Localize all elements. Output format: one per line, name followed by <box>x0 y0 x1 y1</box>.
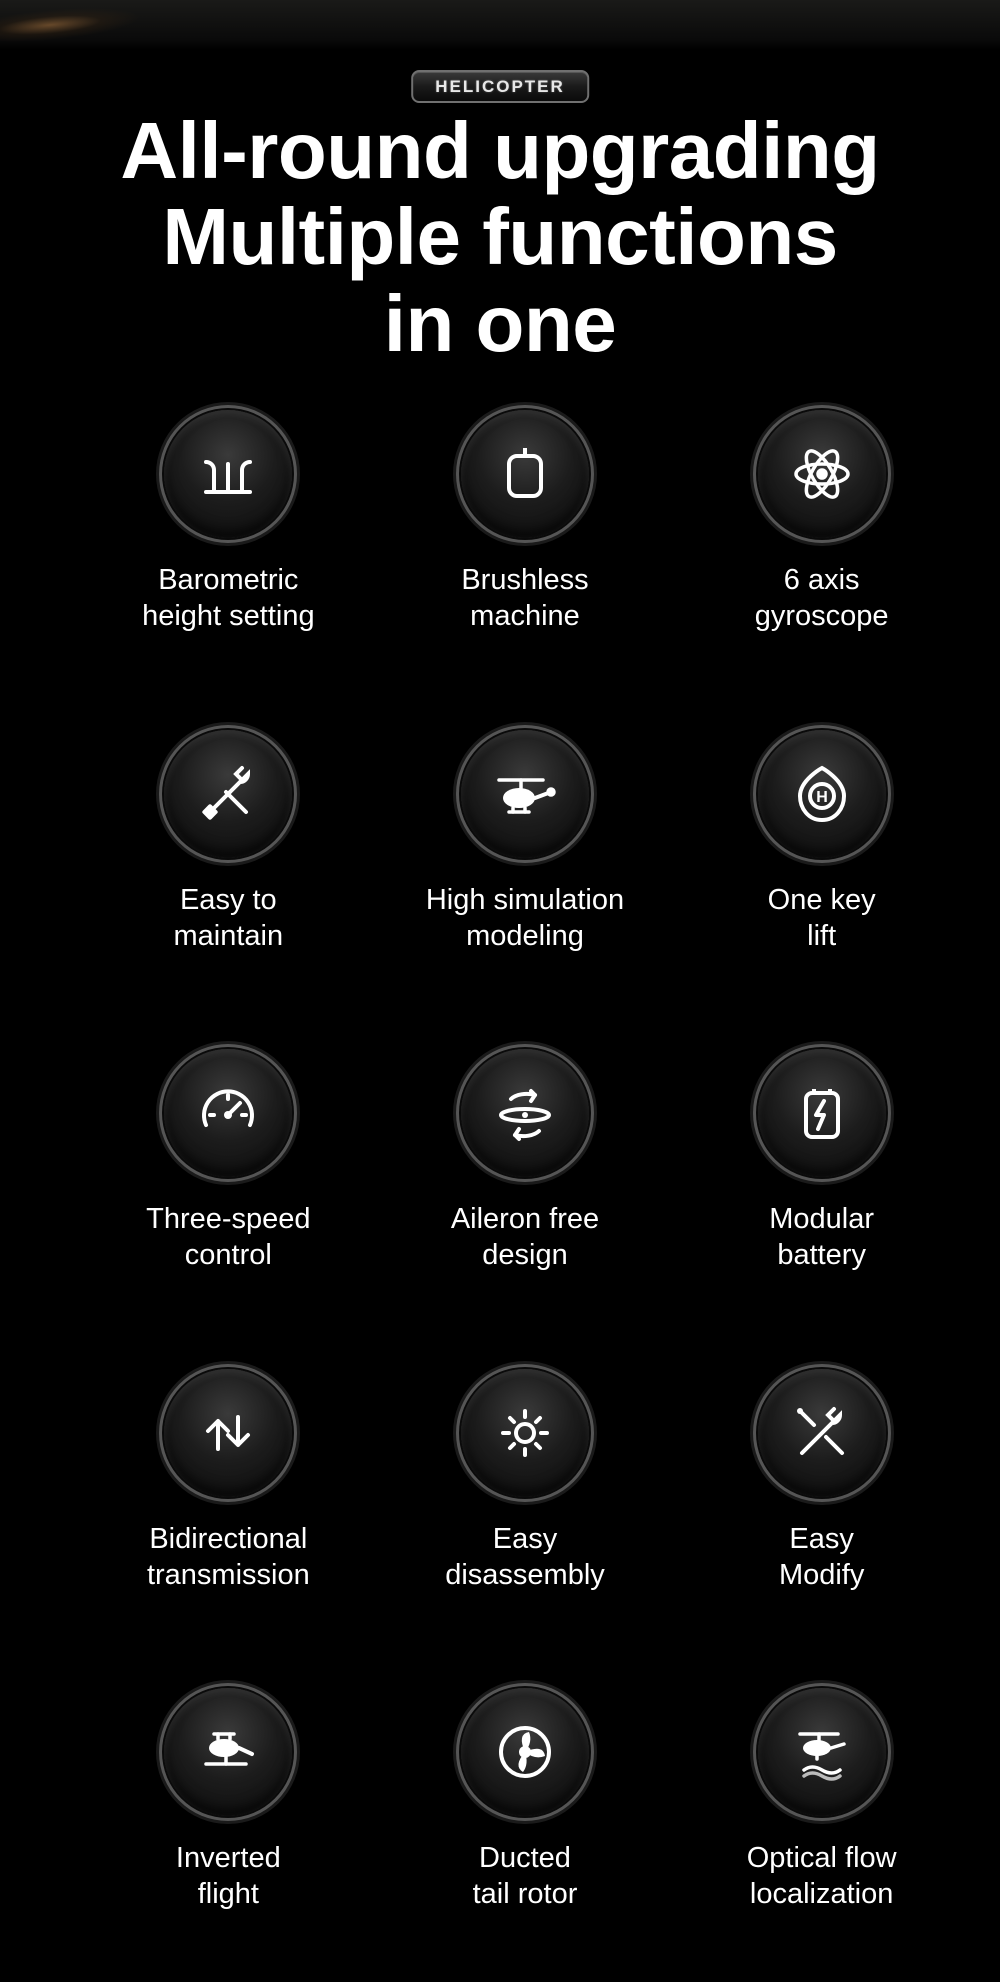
bidirectional-icon <box>164 1369 292 1497</box>
headline-line-2: Multiple functions <box>162 192 837 281</box>
headline-line-3: in one <box>384 279 617 368</box>
feature-label: One key lift <box>768 882 876 955</box>
badge-container: HELICOPTER <box>411 70 589 103</box>
feature-item: High simulation modeling <box>397 730 654 955</box>
modify-icon <box>758 1369 886 1497</box>
feature-item: Brushless machine <box>397 410 654 635</box>
helicopter-icon <box>461 730 589 858</box>
feature-item: Optical flow localization <box>693 1688 950 1913</box>
onekey-icon <box>758 730 886 858</box>
battery-icon <box>758 1049 886 1177</box>
feature-label: High simulation modeling <box>426 882 624 955</box>
feature-item: Three-speed control <box>100 1049 357 1274</box>
feature-item: Easy disassembly <box>397 1369 654 1594</box>
aileron-icon <box>461 1049 589 1177</box>
feature-label: Optical flow localization <box>747 1840 897 1913</box>
feature-label: Easy to maintain <box>174 882 284 955</box>
gear-icon <box>461 1369 589 1497</box>
feature-label: Aileron free design <box>451 1201 599 1274</box>
feature-item: Inverted flight <box>100 1688 357 1913</box>
feature-item: Barometric height setting <box>100 410 357 635</box>
feature-item: Bidirectional transmission <box>100 1369 357 1594</box>
feature-label: Easy disassembly <box>445 1521 605 1594</box>
top-decorative-band <box>0 0 1000 50</box>
feature-label: Brushless machine <box>461 562 588 635</box>
maintain-icon <box>164 730 292 858</box>
headline: All-round upgrading Multiple functions i… <box>0 108 1000 367</box>
gyroscope-icon <box>758 410 886 538</box>
feature-item: Modular battery <box>693 1049 950 1274</box>
feature-label: Ducted tail rotor <box>473 1840 578 1913</box>
feature-label: 6 axis gyroscope <box>755 562 889 635</box>
headline-line-1: All-round upgrading <box>120 106 879 195</box>
feature-item: One key lift <box>693 730 950 955</box>
feature-label: Modular battery <box>769 1201 874 1274</box>
feature-label: Barometric height setting <box>142 562 315 635</box>
feature-label: Inverted flight <box>176 1840 281 1913</box>
product-badge: HELICOPTER <box>411 70 589 103</box>
speedometer-icon <box>164 1049 292 1177</box>
feature-item: 6 axis gyroscope <box>693 410 950 635</box>
feature-item: Easy Modify <box>693 1369 950 1594</box>
feature-label: Bidirectional transmission <box>147 1521 310 1594</box>
feature-label: Easy Modify <box>779 1521 864 1594</box>
optical-icon <box>758 1688 886 1816</box>
ducted-icon <box>461 1688 589 1816</box>
barometric-icon <box>164 410 292 538</box>
feature-item: Ducted tail rotor <box>397 1688 654 1913</box>
feature-grid: Barometric height setting Brushless machi… <box>100 410 950 1913</box>
brushless-icon <box>461 410 589 538</box>
feature-item: Easy to maintain <box>100 730 357 955</box>
feature-label: Three-speed control <box>146 1201 310 1274</box>
inverted-icon <box>164 1688 292 1816</box>
feature-item: Aileron free design <box>397 1049 654 1274</box>
